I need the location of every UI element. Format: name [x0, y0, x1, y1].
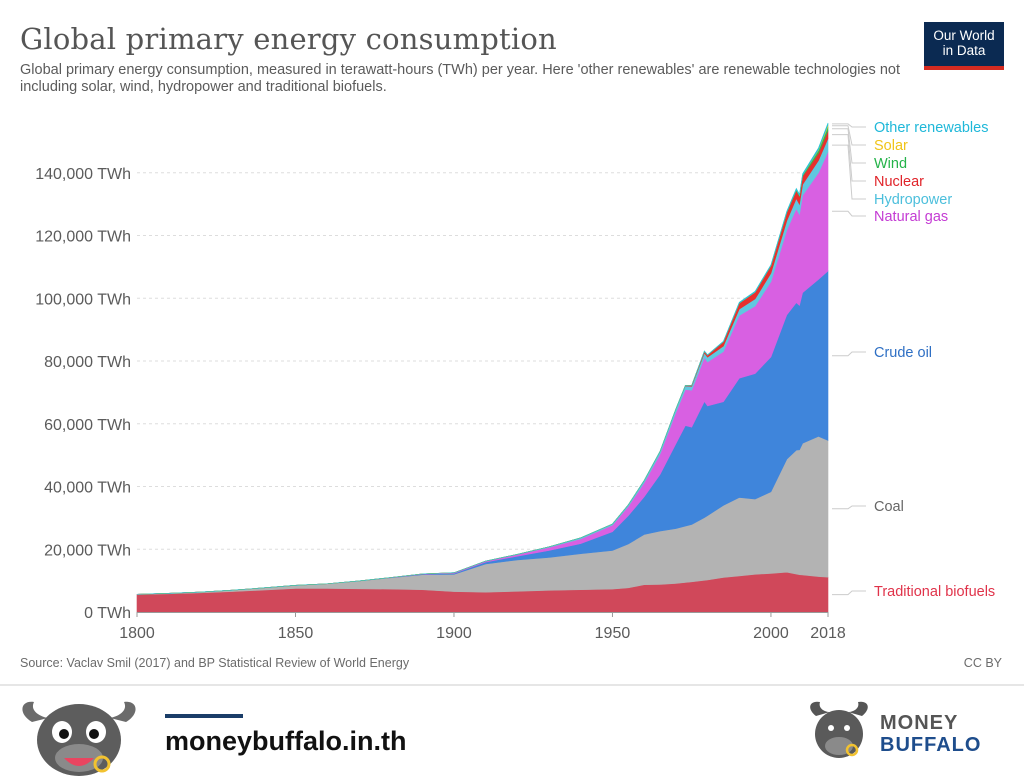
legend-connector: [832, 590, 866, 596]
legend-label-hydropower: Hydropower: [874, 192, 952, 208]
legend-connector: [832, 125, 866, 146]
legend-label-nuclear: Nuclear: [874, 174, 924, 190]
money-buffalo-logo-icon: [810, 701, 868, 758]
legend-connector: [832, 505, 866, 510]
legend-label-wind: Wind: [874, 156, 907, 172]
owid-logo[interactable]: Our World in Data: [924, 22, 1004, 70]
x-tick-label: 1950: [595, 625, 631, 642]
chart-subtitle: Global primary energy consumption, measu…: [20, 62, 900, 95]
legend-label-solar: Solar: [874, 138, 908, 154]
x-tick-label: 2000: [753, 625, 789, 642]
grid-layer: [137, 172, 828, 550]
buffalo-mascot-icon: [22, 701, 136, 776]
chart-title: Global primary energy consumption: [20, 22, 557, 56]
legend-label-coal: Coal: [874, 499, 904, 515]
brand-name-bottom: BUFFALO: [880, 734, 982, 756]
y-tick-label: 20,000 TWh: [44, 542, 131, 559]
legend-connector: [832, 134, 866, 182]
footer-divider: [0, 684, 1024, 686]
legend-label-other-renewables: Other renewables: [874, 120, 988, 136]
owid-logo-line2: in Data: [942, 43, 986, 58]
legend-connector: [832, 210, 866, 217]
owid-logo-line1: Our World: [933, 28, 995, 43]
y-tick-label: 0 TWh: [84, 605, 131, 622]
area-other-renewables: [136, 122, 829, 595]
legend-connector: [832, 123, 866, 128]
legend-connector: [832, 351, 866, 357]
legend-connector: [832, 128, 866, 164]
legend-label-natural-gas: Natural gas: [874, 209, 948, 225]
x-tick-label: 1900: [436, 625, 472, 642]
chart-panel: Global primary energy consumption Global…: [20, 22, 1004, 670]
footer-url[interactable]: moneybuffalo.in.th: [165, 726, 407, 756]
license-link[interactable]: CC BY: [963, 656, 1002, 670]
energy-area-chart: 0 TWh 20,000 TWh 40,000 TWh 60,000 TWh 80,00…: [35, 120, 995, 642]
y-tick-label: 80,000 TWh: [44, 354, 131, 371]
x-tick-label: 1850: [278, 625, 314, 642]
x-tick-label: 2018: [810, 625, 846, 642]
x-tick-label: 1800: [119, 625, 155, 642]
footer-banner: moneybuffalo.in.th MONEY BUFFALO: [0, 686, 1024, 783]
owid-logo-accent-bar: [924, 66, 1004, 70]
area-layer: [136, 122, 829, 613]
y-tick-label: 100,000 TWh: [35, 291, 131, 308]
source-note: Source: Vaclav Smil (2017) and BP Statis…: [20, 656, 410, 670]
y-tick-label: 60,000 TWh: [44, 417, 131, 434]
y-tick-label: 40,000 TWh: [44, 480, 131, 497]
legend-layer: Traditional biofuels Coal Crude oil Natural…: [832, 120, 995, 600]
brand-name-top: MONEY: [880, 712, 959, 734]
y-tick-label: 120,000 TWh: [35, 229, 131, 246]
axis-layer: 0 TWh 20,000 TWh 40,000 TWh 60,000 TWh 80,00…: [35, 166, 846, 642]
legend-label-crude-oil: Crude oil: [874, 345, 932, 361]
y-tick-label: 140,000 TWh: [35, 166, 131, 183]
legend-connector: [832, 144, 866, 200]
footer-accent-bar: [165, 714, 243, 718]
legend-label-traditional-biofuels: Traditional biofuels: [874, 584, 995, 600]
